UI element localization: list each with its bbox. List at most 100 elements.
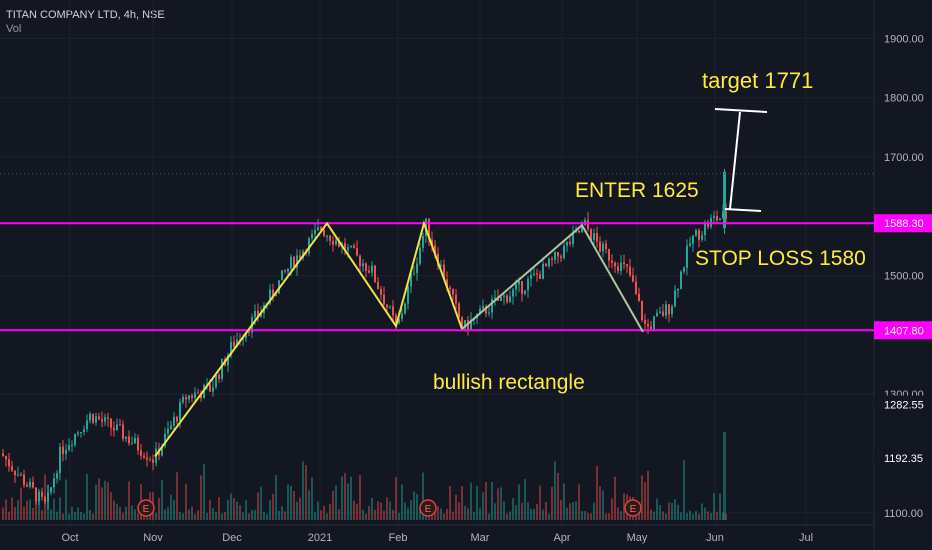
volume-bar [542,509,544,520]
volume-bar [221,513,223,520]
pattern-line-grey [461,223,644,333]
volume-bar [431,512,433,520]
volume-bar [299,497,301,520]
candle-body [590,229,592,240]
candle-body [605,243,607,250]
x-tick-label: Nov [143,532,163,544]
candle-body [47,492,49,502]
volume-bar [695,511,697,520]
volume-bar [200,475,202,520]
candle-body [719,218,721,221]
volume-bar [14,506,16,520]
volume-bar [608,513,610,520]
candle-body [638,293,640,302]
candle-body [122,424,124,439]
volume-bar [164,509,166,520]
candle-body [407,286,409,304]
volume-bar [122,512,124,520]
candle-body [296,255,298,268]
volume-bar [89,509,91,520]
candle-body [521,281,523,294]
candle-body [497,297,499,301]
candle-body [662,311,664,316]
candle-body [713,216,715,218]
earnings-circle [419,499,437,517]
volume-bar [356,503,358,520]
volume-bar [479,508,481,520]
candle-body [665,304,667,316]
volume-bar [593,502,595,520]
candle-body [35,487,37,502]
candle-body [191,395,193,398]
volume-bar [539,485,541,520]
candle-body [392,306,394,316]
volume-bar [326,513,328,520]
target-stem [729,111,741,210]
volume-bar [26,500,28,520]
volume-bar [386,497,388,520]
candle-body [395,315,397,324]
candle-body [329,235,331,241]
candle-body [143,455,145,458]
candle-body [593,233,595,240]
volume-bar [407,508,409,520]
candle-body [440,264,442,266]
candle-body [515,284,517,290]
volume-bar [377,501,379,520]
candle-body [383,294,385,305]
volume-bar [491,481,493,520]
candle-body [254,310,256,318]
volume-bar [32,507,34,520]
volume-bar [548,513,550,520]
candle-body [602,243,604,252]
volume-bar [113,500,115,520]
volume-bar [248,513,250,520]
volume-bar [2,507,4,520]
earnings-circle [624,499,642,517]
candle-body [644,320,646,324]
candle-body [470,319,472,331]
candle-body [332,240,334,245]
volume-bar [698,513,700,520]
volume-bar [29,499,31,520]
volume-bar [566,507,568,520]
volume-bar [599,486,601,520]
candle-body [221,359,223,379]
volume-bar [515,505,517,520]
target-bottom-cap [724,208,762,212]
candle-body [518,281,520,285]
volume-bar [659,505,661,520]
candle-body [410,273,412,287]
volume-bar [206,512,208,520]
candle-body [353,245,355,249]
volume-bar [563,483,565,520]
volume-bar [314,512,316,520]
volume-bar [368,505,370,520]
volume-bar [398,512,400,520]
candle-body [362,263,364,267]
candle-body [674,290,676,307]
volume-bar [74,512,76,520]
candle-body [494,297,496,300]
volume-bar [554,461,556,520]
volume-bar [56,511,58,520]
candle-body [656,312,658,317]
candle-body [380,289,382,295]
volume-bar [275,475,277,520]
candle-body [647,323,649,327]
volume-bar [689,510,691,520]
volume-bar [488,513,490,520]
volume-bar [494,503,496,520]
candle-body [443,264,445,280]
volume-bar [674,499,676,520]
candle-body [632,275,634,282]
volume-bar [551,486,553,520]
volume-bar [533,508,535,520]
volume-bar [653,511,655,520]
candle-body [569,242,571,244]
volume-bar [605,513,607,520]
candle-body [371,265,373,273]
candle-body [368,270,370,273]
y-tick-label: 1900.00 [884,33,924,45]
